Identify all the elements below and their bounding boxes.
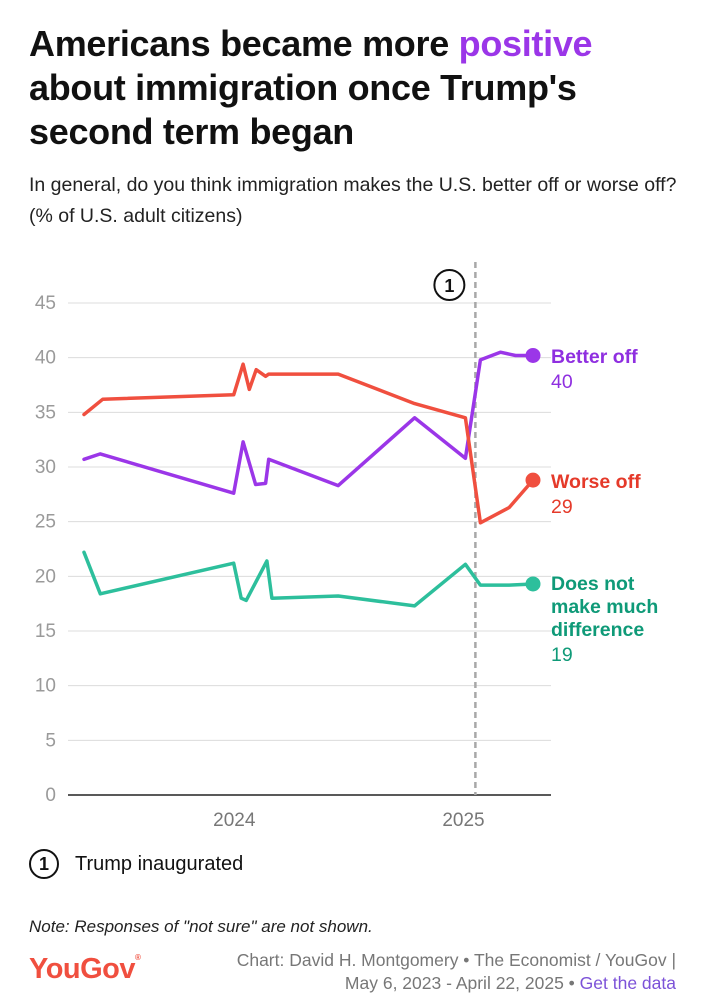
legend-marker-badge: 1 bbox=[29, 849, 59, 879]
annotation-marker-circle bbox=[433, 269, 466, 301]
legend-text: Trump inaugurated bbox=[75, 852, 244, 875]
series-line bbox=[82, 362, 535, 525]
title-part-2: about immigration once Trump's second te… bbox=[29, 67, 577, 152]
logo-text: YouGov bbox=[29, 953, 136, 985]
series-end-value: 40 bbox=[551, 371, 573, 393]
footnote: Note: Responses of "not sure" are not sh… bbox=[29, 917, 373, 936]
y-tick-label: 5 bbox=[45, 730, 56, 751]
y-tick-label: 40 bbox=[35, 348, 56, 369]
series-end-label: Better off bbox=[551, 346, 638, 368]
y-tick-label: 0 bbox=[45, 785, 56, 806]
series-line bbox=[82, 550, 535, 608]
series-end-dot bbox=[525, 347, 541, 363]
y-tick-label: 10 bbox=[35, 676, 56, 697]
annotation-marker-number: 1 bbox=[444, 276, 454, 296]
series-end-label: Does not bbox=[551, 573, 635, 595]
series-end-label: make much bbox=[551, 596, 658, 618]
y-tick-label: 35 bbox=[35, 402, 56, 423]
registered-mark-icon: ® bbox=[135, 953, 141, 962]
chart-title: Americans became more positive about imm… bbox=[29, 22, 689, 154]
x-tick-label: 2025 bbox=[442, 810, 484, 831]
series-end-dot bbox=[525, 576, 541, 592]
series-end-label: difference bbox=[551, 619, 644, 641]
annotation-legend: 1 Trump inaugurated bbox=[29, 846, 243, 882]
series-end-value: 29 bbox=[551, 496, 573, 518]
title-highlight: positive bbox=[458, 23, 593, 64]
yougov-logo: YouGov® bbox=[29, 953, 141, 986]
y-tick-label: 20 bbox=[35, 566, 56, 587]
get-the-data-link[interactable]: Get the data bbox=[579, 973, 676, 993]
y-tick-label: 25 bbox=[35, 512, 56, 533]
chart-subtitle: In general, do you think immigration mak… bbox=[29, 174, 677, 227]
x-tick-label: 2024 bbox=[213, 810, 256, 831]
y-tick-label: 45 bbox=[35, 293, 56, 314]
series-end-label: Worse off bbox=[551, 471, 641, 493]
series-end-value: 19 bbox=[551, 644, 573, 666]
title-part-1: Americans became more bbox=[29, 23, 459, 64]
y-tick-label: 15 bbox=[35, 621, 56, 642]
credit-line-2: May 6, 2023 - April 22, 2025 • bbox=[344, 973, 580, 993]
series-end-dot bbox=[525, 472, 541, 488]
source-credit: Chart: David H. Montgomery • The Economi… bbox=[237, 949, 676, 995]
y-tick-label: 30 bbox=[35, 457, 56, 478]
credit-line-1: Chart: David H. Montgomery • The Economi… bbox=[236, 950, 676, 970]
series-line bbox=[82, 350, 535, 495]
